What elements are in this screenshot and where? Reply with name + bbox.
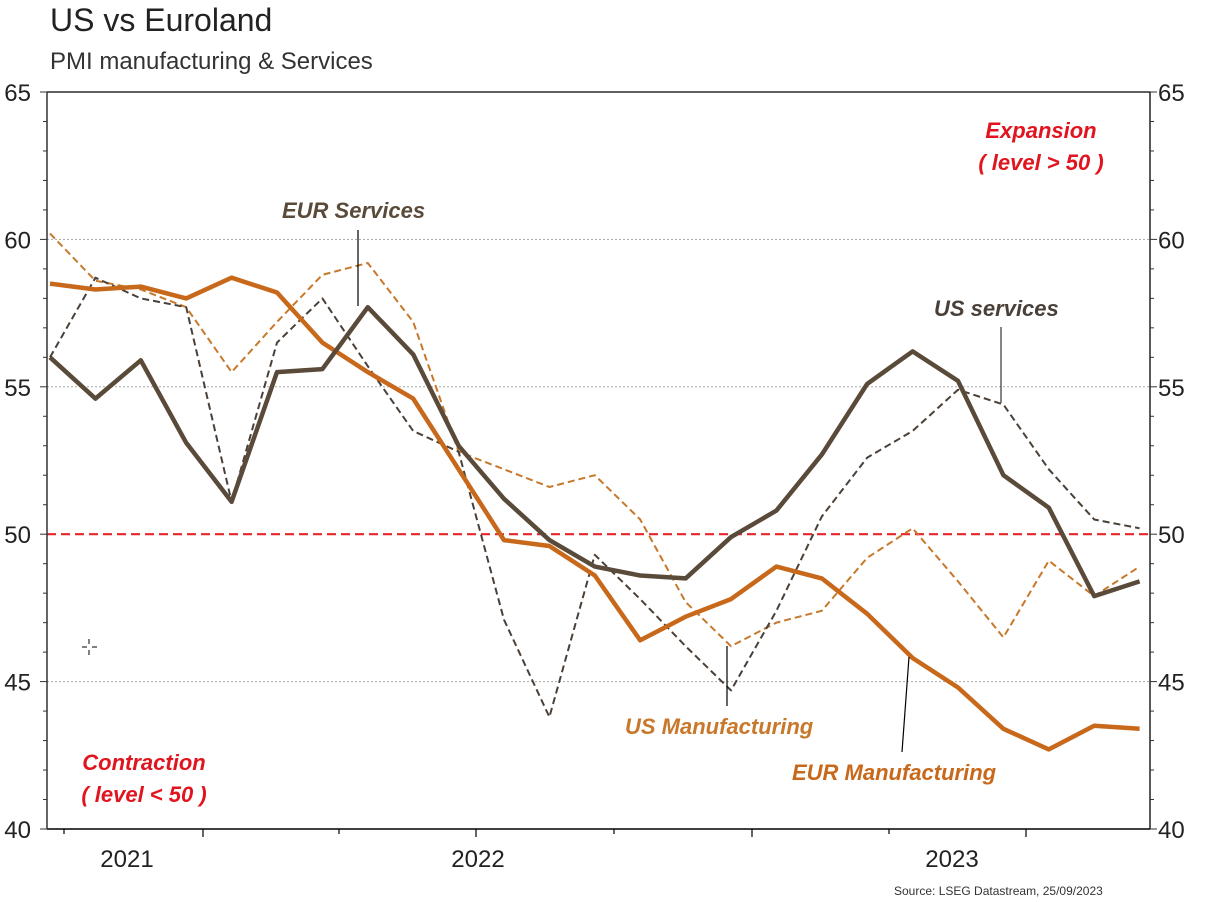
label-contraction-level: ( level < 50 )	[81, 782, 206, 807]
y-axis-right: 40 45 50 55 60 65	[1150, 80, 1185, 844]
label-contraction: Contraction	[82, 750, 205, 775]
series-us-manufacturing	[49, 232, 1141, 648]
label-us-services: US services	[934, 296, 1059, 321]
y-tick-label-right: 55	[1158, 375, 1185, 402]
label-eur-services: EUR Services	[282, 198, 425, 223]
label-expansion: Expansion	[985, 118, 1096, 143]
crosshair-cursor-icon	[82, 639, 97, 655]
x-tick-label: 2023	[925, 846, 978, 873]
chart-subtitle: PMI manufacturing & Services	[50, 48, 373, 75]
source-note: Source: LSEG Datastream, 25/09/2023	[894, 884, 1103, 898]
y-tick-label-right: 60	[1158, 227, 1185, 254]
series-eur-manufacturing	[49, 275, 1140, 752]
y-tick-label-left: 45	[4, 670, 31, 697]
series-lines	[48, 232, 1141, 752]
y-tick-label-right: 40	[1158, 817, 1185, 844]
x-axis: 2021 2022 2023	[63, 829, 1027, 873]
y-axis-left: 40 45 50 55 60 65	[4, 80, 47, 844]
y-tick-label-left: 55	[4, 375, 31, 402]
y-tick-label-left: 65	[4, 80, 31, 107]
series-eur-services	[48, 304, 1141, 599]
y-tick-label-right: 45	[1158, 670, 1185, 697]
y-tick-label-right: 50	[1158, 522, 1185, 549]
series-us-services	[49, 276, 1140, 718]
x-tick-label: 2022	[451, 846, 504, 873]
x-tick-label: 2021	[100, 846, 153, 873]
y-tick-label-left: 40	[4, 817, 31, 844]
y-tick-label-left: 50	[4, 522, 31, 549]
label-expansion-level: ( level > 50 )	[978, 150, 1103, 175]
leader-eur-manufacturing	[901, 656, 910, 753]
y-tick-label-left: 60	[4, 227, 31, 254]
label-us-manufacturing: US Manufacturing	[625, 714, 814, 739]
axes	[46, 91, 1151, 830]
y-tick-label-right: 65	[1158, 80, 1185, 107]
chart-title: US vs Euroland	[50, 2, 273, 38]
label-eur-manufacturing: EUR Manufacturing	[792, 760, 997, 785]
